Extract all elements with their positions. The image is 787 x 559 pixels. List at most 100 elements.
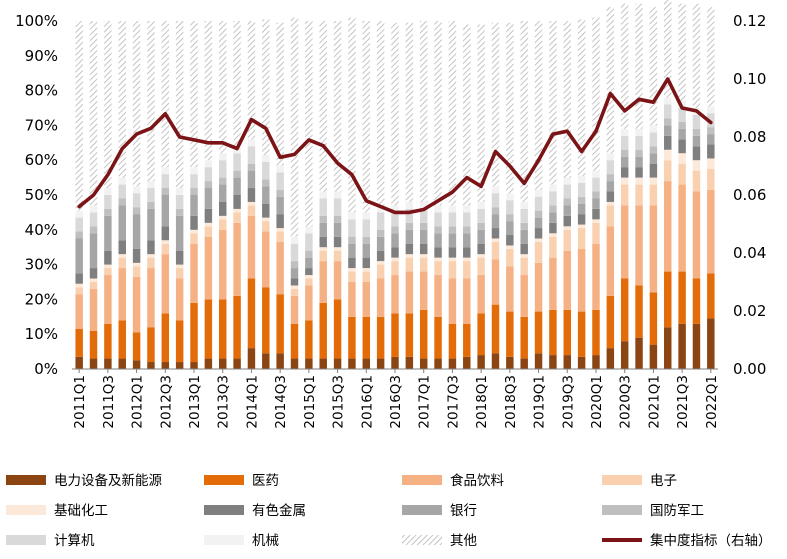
x-tick-label: 2011Q3 — [101, 375, 117, 429]
bar-2011Q1-s2 — [75, 294, 82, 329]
bar-2018Q4-s6 — [520, 230, 527, 244]
bar-2012Q1-s8 — [133, 193, 140, 207]
bar-2015Q2-s0 — [319, 359, 326, 369]
bar-2014Q1-s4 — [248, 202, 255, 205]
bar-2015Q1-s7 — [305, 251, 312, 258]
bar-2018Q1-s2 — [477, 275, 484, 313]
bar-2018Q2-s4 — [492, 239, 499, 242]
bar-2016Q3-s3 — [391, 261, 398, 275]
bar-2014Q2-s1 — [262, 287, 269, 353]
bar-2020Q1-s9 — [592, 171, 599, 178]
bar-2020Q3-s8 — [621, 136, 628, 150]
bar-2021Q3-s5 — [678, 139, 685, 153]
bar-2015Q2-s4 — [319, 247, 326, 250]
bar-2020Q3-s6 — [621, 157, 628, 167]
x-tick-label: 2013Q3 — [216, 375, 232, 429]
bar-2018Q3-s3 — [506, 249, 513, 266]
legend-swatch — [402, 535, 442, 545]
bar-2016Q4-s2 — [406, 272, 413, 314]
x-tick-label: 2016Q1 — [359, 375, 375, 429]
bar-2011Q3-s5 — [104, 251, 111, 265]
x-tick-label: 2020Q1 — [589, 375, 605, 429]
legend-label: 医药 — [252, 473, 279, 489]
bar-2011Q2-s1 — [90, 331, 97, 359]
bar-2017Q2-s1 — [434, 317, 441, 359]
bar-2014Q1-s1 — [248, 279, 255, 349]
bar-2011Q4-s7 — [119, 198, 126, 205]
bar-2021Q1-s9 — [650, 125, 657, 132]
legend-swatch — [402, 475, 442, 485]
bar-2021Q1-s5 — [650, 164, 657, 178]
bar-2017Q4-s1 — [463, 324, 470, 357]
bar-2019Q3-s2 — [564, 251, 571, 310]
bar-2020Q3-s9 — [621, 129, 628, 136]
legend-item: 其他 — [402, 533, 477, 549]
legend-swatch — [204, 535, 244, 545]
y-right-tick-label: 0.10 — [733, 70, 766, 88]
bar-2019Q2-s4 — [549, 233, 556, 236]
legend-item: 银行 — [402, 503, 477, 519]
bar-2014Q1-s5 — [248, 188, 255, 202]
bar-2017Q4-s4 — [463, 258, 470, 261]
bar-2013Q1-s6 — [190, 195, 197, 216]
bar-2011Q4-s3 — [119, 258, 126, 268]
bar-2012Q2-s2 — [147, 268, 154, 327]
bar-2020Q4-s0 — [635, 338, 642, 369]
bar-2020Q4-s10 — [635, 4, 642, 129]
bar-2021Q3-s10 — [678, 4, 685, 101]
bar-2019Q3-s4 — [564, 226, 571, 229]
bar-2019Q2-s1 — [549, 310, 556, 355]
bar-2017Q3-s1 — [449, 324, 456, 359]
bar-2011Q3-s9 — [104, 188, 111, 195]
x-tick-label: 2018Q1 — [474, 375, 490, 429]
bar-2011Q3-s0 — [104, 359, 111, 369]
bar-2011Q3-s10 — [104, 21, 111, 188]
bar-2021Q2-s3 — [664, 160, 671, 181]
bar-2015Q1-s4 — [305, 275, 312, 278]
y-left-tick-label: 90% — [25, 47, 58, 65]
bar-2015Q1-s9 — [305, 226, 312, 233]
bar-2019Q2-s6 — [549, 212, 556, 222]
bar-2020Q2-s2 — [607, 226, 614, 296]
bar-2012Q1-s1 — [133, 332, 140, 360]
legend-label: 国防军工 — [650, 503, 704, 519]
bar-2019Q2-s2 — [549, 258, 556, 310]
bar-2016Q2-s4 — [377, 261, 384, 264]
legend-swatch — [402, 505, 442, 515]
bar-2017Q1-s4 — [420, 254, 427, 257]
bar-2016Q2-s10 — [377, 21, 384, 205]
bar-2020Q1-s4 — [592, 219, 599, 222]
bar-2011Q2-s2 — [90, 289, 97, 331]
bar-2019Q1-s3 — [535, 242, 542, 263]
bar-2019Q2-s7 — [549, 205, 556, 212]
bar-2022Q1-s5 — [707, 145, 714, 159]
bar-2022Q1-s0 — [707, 319, 714, 369]
bar-2018Q1-s5 — [477, 244, 484, 254]
bar-2021Q1-s7 — [650, 146, 657, 153]
bar-2011Q2-s6 — [90, 233, 97, 268]
bar-2016Q2-s8 — [377, 212, 384, 229]
legend-swatch — [6, 535, 46, 545]
bar-2011Q1-s5 — [75, 273, 82, 283]
bar-2016Q2-s7 — [377, 230, 384, 237]
bar-2016Q3-s1 — [391, 313, 398, 357]
bar-2022Q1-s1 — [707, 273, 714, 318]
bar-2018Q1-s1 — [477, 313, 484, 355]
bar-2021Q3-s7 — [678, 122, 685, 129]
bar-2012Q3-s10 — [162, 21, 169, 167]
bar-2013Q2-s0 — [205, 359, 212, 369]
bar-2016Q4-s1 — [406, 313, 413, 357]
bar-2014Q4-s4 — [291, 285, 298, 288]
bar-2012Q3-s7 — [162, 188, 169, 195]
bar-2012Q3-s8 — [162, 174, 169, 188]
bar-2011Q2-s4 — [90, 279, 97, 282]
bar-2014Q3-s9 — [276, 165, 283, 172]
x-tick-label: 2017Q3 — [445, 375, 461, 429]
bar-2018Q2-s5 — [492, 228, 499, 238]
bar-2015Q4-s8 — [348, 219, 355, 236]
bar-2022Q1-s2 — [707, 190, 714, 274]
bar-2012Q3-s4 — [162, 240, 169, 243]
bar-2021Q1-s10 — [650, 7, 657, 125]
bar-2012Q1-s5 — [133, 249, 140, 263]
legend-item: 电力设备及新能源 — [6, 472, 162, 489]
